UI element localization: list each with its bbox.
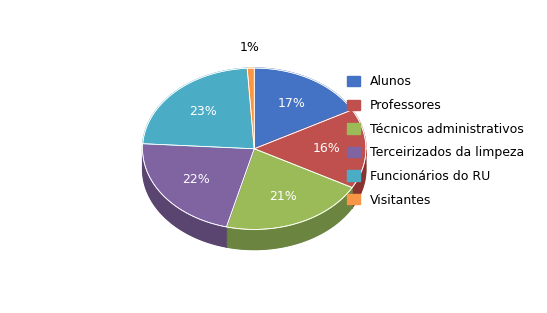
Polygon shape — [254, 110, 366, 187]
Text: 16%: 16% — [313, 142, 341, 155]
Text: 22%: 22% — [182, 173, 210, 186]
Ellipse shape — [143, 88, 366, 249]
Polygon shape — [143, 151, 226, 247]
Legend: Alunos, Professores, Técnicos administrativos, Terceirizados da limpeza, Funcion: Alunos, Professores, Técnicos administra… — [347, 75, 524, 207]
Polygon shape — [254, 68, 352, 149]
Polygon shape — [247, 68, 254, 149]
Text: 1%: 1% — [240, 41, 260, 54]
Text: 17%: 17% — [277, 97, 305, 110]
Polygon shape — [143, 144, 254, 227]
Text: 23%: 23% — [189, 105, 217, 118]
Text: 21%: 21% — [269, 190, 297, 203]
Polygon shape — [352, 150, 366, 208]
Polygon shape — [143, 68, 254, 149]
Polygon shape — [226, 149, 352, 229]
Polygon shape — [226, 187, 352, 249]
